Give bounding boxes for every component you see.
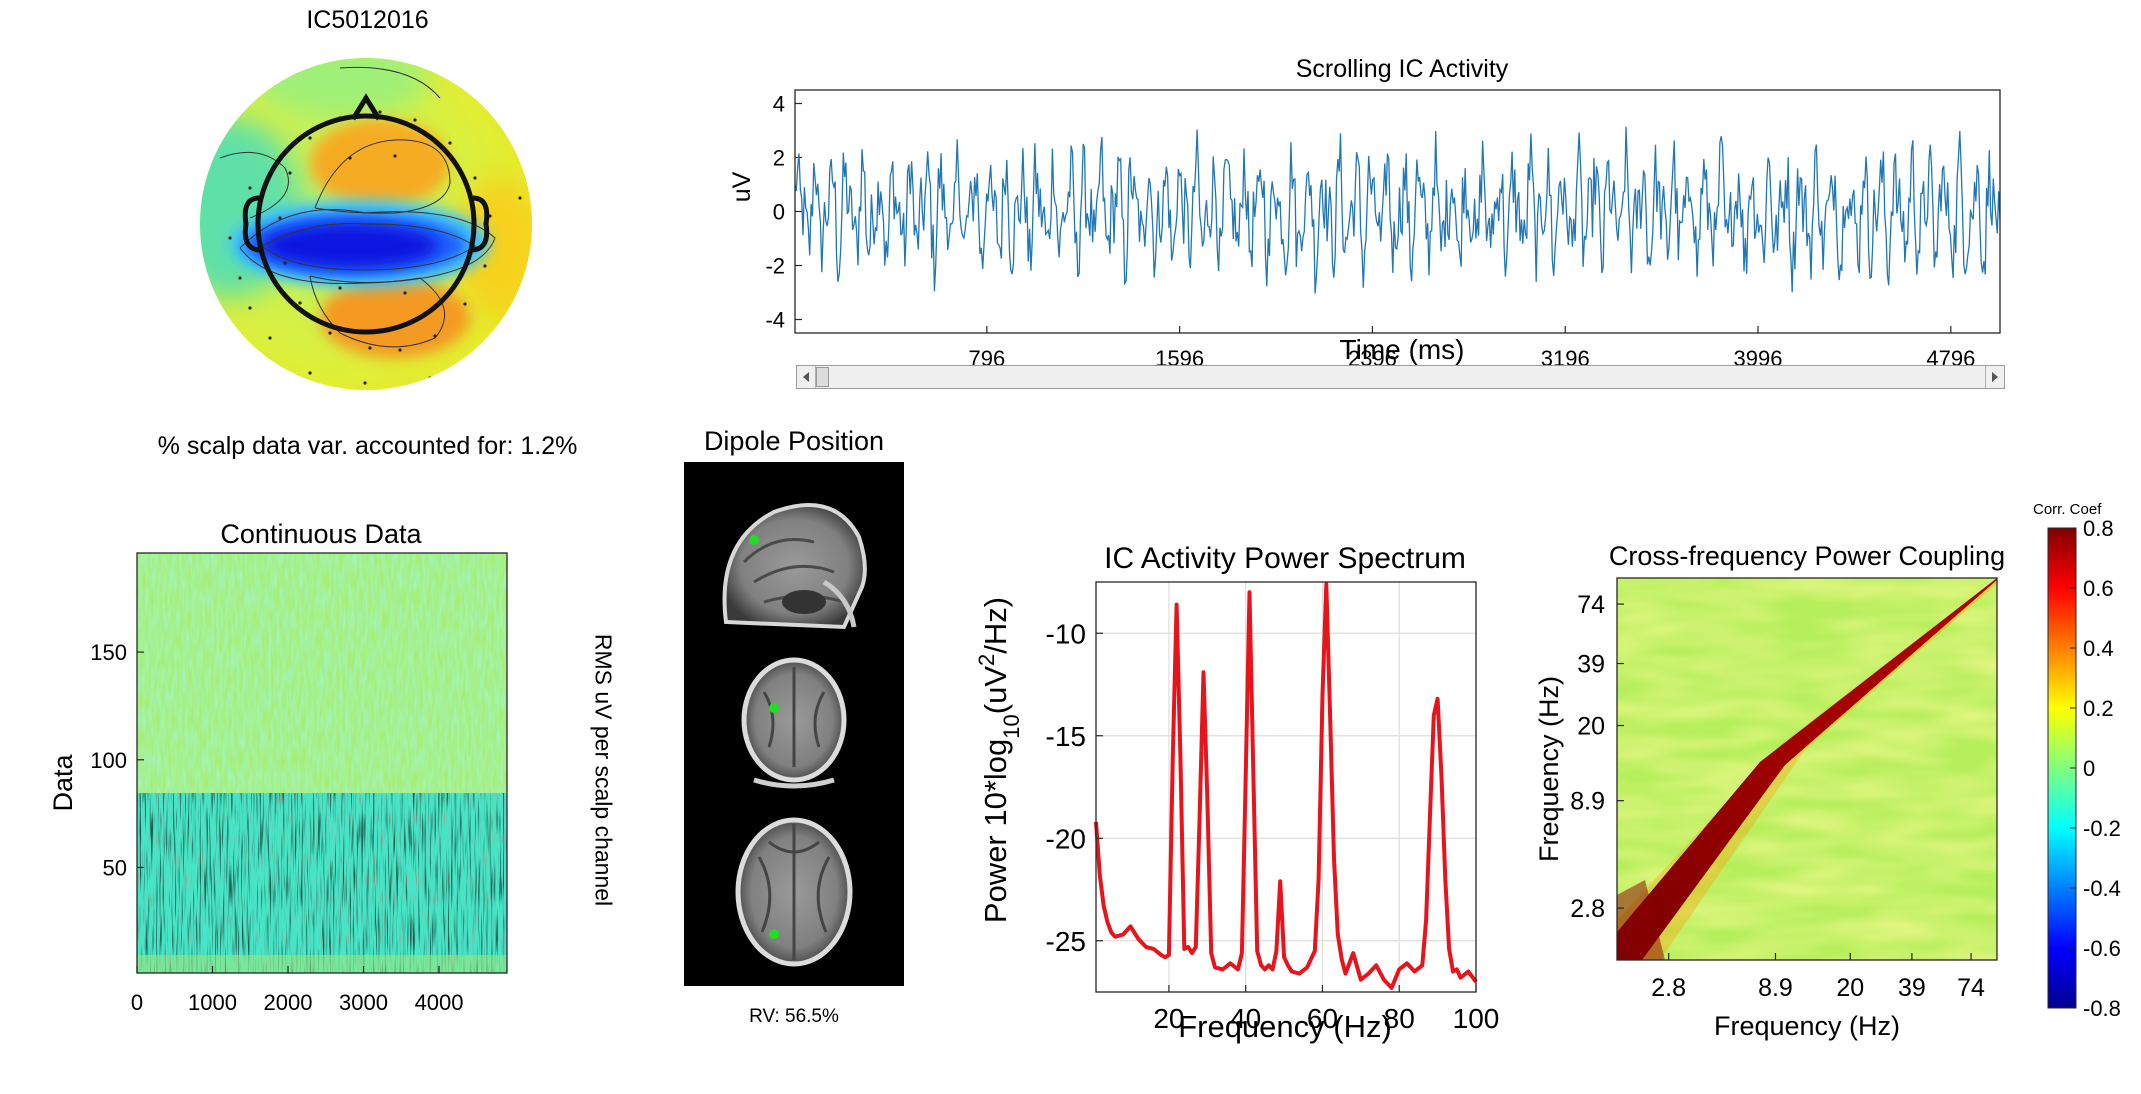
y-axis-label: uV	[728, 171, 756, 202]
chart-title: Cross-frequency Power Coupling	[1609, 541, 2005, 571]
continuous-data-chart: Continuous Data Data 0 1000 2000 3000 4000 50…	[48, 519, 508, 1015]
plot-frame	[136, 552, 508, 974]
component-title: IC5012016	[306, 6, 429, 34]
scalp-topo-map	[200, 58, 532, 390]
dipole-mri-panel	[684, 462, 904, 986]
x-tick-label: 2.8	[1651, 974, 1686, 1002]
x-tick-label: 8.9	[1758, 974, 1793, 1002]
y-tick-label: 2	[773, 146, 785, 171]
dipole-marker	[769, 929, 779, 939]
colorbar-tick-label: 0.2	[2083, 696, 2114, 721]
x-tick-label: 20	[1836, 974, 1864, 1002]
colorbar-tick-label: 0.6	[2083, 576, 2114, 601]
chart-title: IC Activity Power Spectrum	[1104, 542, 1466, 575]
plot-frame	[1095, 581, 1477, 993]
chart-title: Continuous Data	[220, 519, 422, 549]
colorbar-label: Corr. Coef	[2033, 501, 2102, 518]
spectrum-line	[1094, 582, 1478, 990]
scroll-thumb[interactable]	[816, 367, 829, 387]
dipole-title: Dipole Position	[703, 426, 885, 456]
arrow-right-icon	[1992, 372, 1998, 382]
y-tick-label: 74	[1577, 591, 1605, 619]
coronal-slice	[741, 657, 847, 789]
x-tick-label: 60	[1307, 1003, 1338, 1034]
heatmap-image	[137, 553, 507, 973]
chart-title: Scrolling IC Activity	[1296, 55, 1509, 83]
y-tick-label: 8.9	[1570, 788, 1605, 816]
y-tick-label: -20	[1046, 823, 1086, 854]
colorbar	[2047, 527, 2077, 1009]
y-axis-label: Frequency (Hz)	[1534, 676, 1564, 862]
colorbar-tick-label: -0.8	[2083, 996, 2121, 1021]
variance-label: % scalp data var. accounted for: 1.2%	[157, 432, 578, 460]
x-axis-label: Frequency (Hz)	[1714, 1011, 1900, 1041]
x-axis-label: Time (ms)	[1340, 334, 1465, 365]
y-tick-label: 39	[1577, 651, 1605, 679]
residual-variance-label: RV: 56.5%	[749, 1006, 839, 1027]
y-tick-label: 50	[103, 855, 127, 880]
power-spectrum-chart: IC Activity Power Spectrum Power 10*log1…	[974, 542, 1500, 1044]
plot-frame	[794, 89, 2001, 334]
colorbar-tick-label: -0.4	[2083, 876, 2121, 901]
scrolling-activity-chart: Scrolling IC Activity uV Time (ms) 796 15…	[728, 55, 2001, 371]
y-tick-label: -15	[1046, 721, 1086, 752]
y-tick-label: -25	[1046, 926, 1086, 957]
x-tick-label: 74	[1957, 974, 1985, 1002]
scroll-right-button[interactable]	[1985, 366, 2004, 388]
y-tick-label: -2	[765, 254, 785, 279]
dipole-marker	[749, 535, 759, 545]
x-tick-label: 20	[1153, 1003, 1184, 1034]
time-scrollbar[interactable]	[796, 365, 2005, 389]
y-tick-label: 2.8	[1570, 895, 1605, 923]
coupling-chart: Cross-frequency Power Coupling Frequency…	[1534, 501, 2121, 1041]
x-axis-label: Frequency (Hz)	[1178, 1009, 1392, 1044]
colorbar-tick-label: 0	[2083, 756, 2095, 781]
y-tick-label: 100	[90, 748, 127, 773]
y-tick-label: -4	[765, 308, 785, 333]
activity-trace	[794, 126, 2001, 294]
y-axis-label: Data	[48, 754, 78, 812]
rms-axis-label: RMS uV per scalp channel	[590, 633, 617, 907]
y-tick-label: -10	[1046, 618, 1086, 649]
colorbar-tick-label: -0.6	[2083, 936, 2121, 961]
y-tick-label: 4	[773, 92, 785, 117]
y-tick-label: 0	[773, 200, 785, 225]
coupling-heatmap	[1617, 578, 1997, 960]
x-tick-label: 39	[1898, 974, 1926, 1002]
x-tick-label: 3000	[339, 990, 388, 1015]
sagittal-slice	[722, 503, 867, 630]
x-tick-label: 0	[131, 990, 143, 1015]
y-axis-label: Power 10*log10(uV2/Hz)	[974, 597, 1024, 923]
x-tick-label: 80	[1384, 1003, 1415, 1034]
x-tick-label: 40	[1230, 1003, 1261, 1034]
arrow-left-icon	[803, 372, 809, 382]
x-tick-label: 4000	[415, 990, 464, 1015]
y-tick-label: 20	[1577, 713, 1605, 741]
y-tick-label: 150	[90, 640, 127, 665]
axial-slice	[735, 817, 853, 967]
colorbar-tick-label: 0.4	[2083, 636, 2114, 661]
x-tick-label: 1000	[188, 990, 237, 1015]
x-tick-label: 2000	[264, 990, 313, 1015]
colorbar-tick-label: 0.8	[2083, 516, 2114, 541]
x-tick-label: 100	[1453, 1003, 1500, 1034]
colorbar-tick-label: -0.2	[2083, 816, 2121, 841]
dipole-marker	[769, 703, 779, 713]
scroll-left-button[interactable]	[797, 366, 816, 388]
plot-frame	[1616, 577, 1998, 961]
